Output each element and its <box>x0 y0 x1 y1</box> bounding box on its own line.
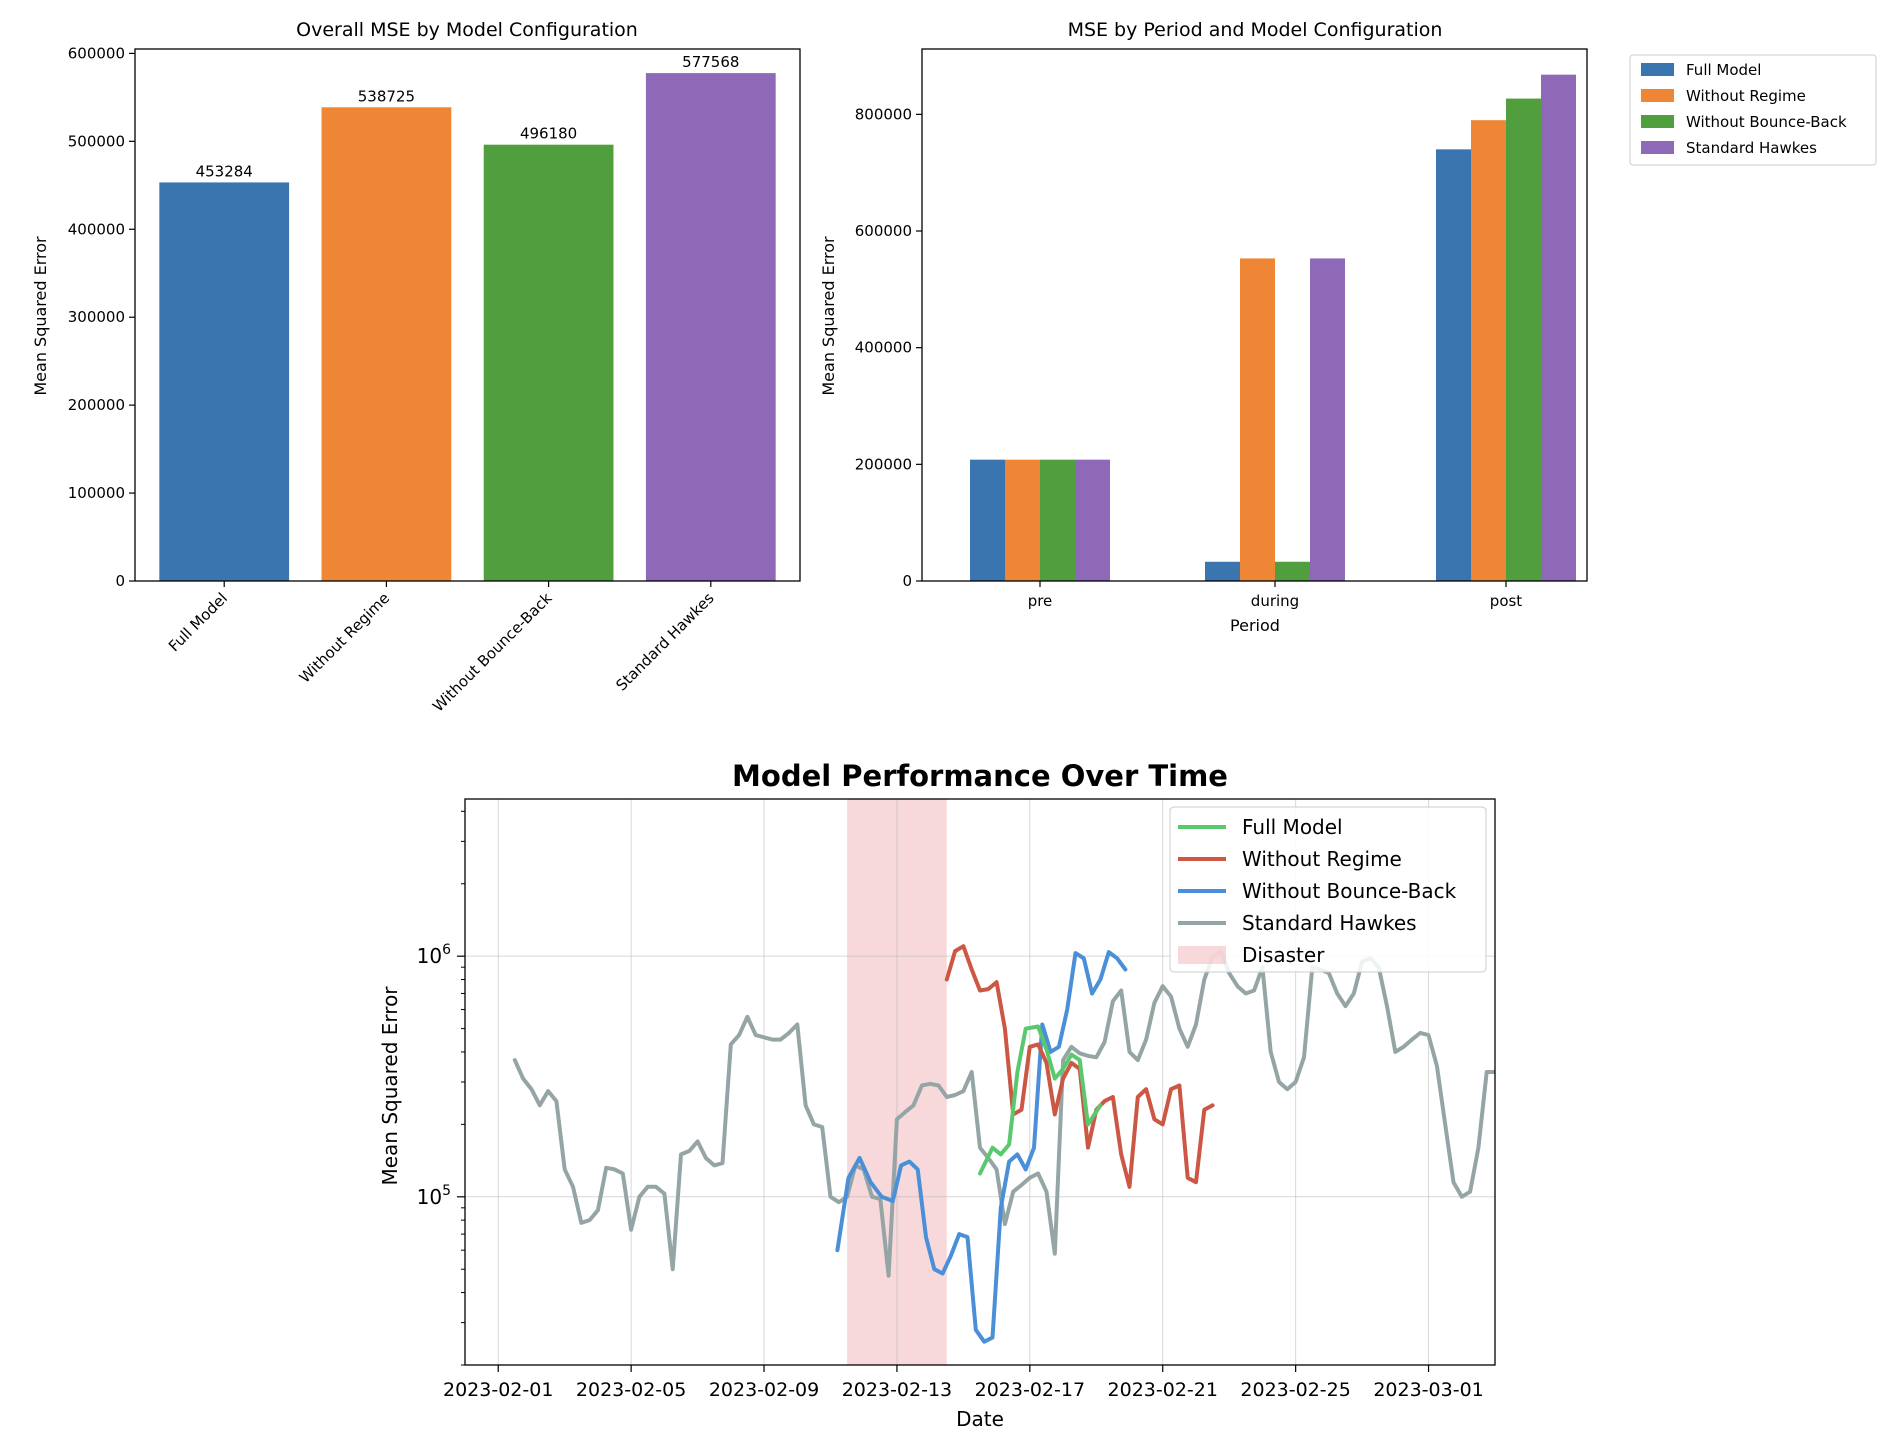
bar-post-without-bounce-back <box>1506 98 1541 581</box>
bar-full-model <box>159 182 290 581</box>
legend-label-full-model: Full Model <box>1242 815 1343 839</box>
bar-value-label: 453284 <box>196 162 253 180</box>
chart1-ytick-label: 300000 <box>68 308 125 326</box>
bar-during-full-model <box>1205 561 1240 581</box>
bar-pre-full-model <box>970 459 1005 581</box>
chart2-ytick-label: 800000 <box>855 105 912 123</box>
bar-post-standard-hawkes <box>1541 74 1576 582</box>
chart1-ylabel: Mean Squared Error <box>31 236 50 396</box>
chart1-xtick-label: Without Regime <box>296 589 394 687</box>
chart1-ytick-label: 500000 <box>68 132 125 150</box>
chart3-xtick-label: 2023-02-01 <box>443 1379 553 1401</box>
chart2-xlabel: Period <box>1230 616 1280 635</box>
chart1-ytick-label: 0 <box>115 572 125 590</box>
bar-value-label: 496180 <box>520 125 577 143</box>
chart2-legend: Full Model Without Regime Without Bounce-B… <box>1629 54 1877 166</box>
chart1-ytick-label: 400000 <box>68 220 125 238</box>
performance-over-time-chart: Model Performance Over Time Mean Squared… <box>378 759 1496 1431</box>
chart1-frame <box>134 48 801 582</box>
chart1-ytick-label: 200000 <box>68 396 125 414</box>
chart3-xlabel: Date <box>956 1407 1004 1431</box>
legend-swatch-disaster <box>1178 946 1226 964</box>
chart1-ytick-label: 600000 <box>68 44 125 62</box>
chart3-xtick-label: 2023-02-21 <box>1108 1379 1218 1401</box>
legend-label-full-model: Full Model <box>1686 61 1761 79</box>
chart3-frame <box>464 798 1496 1366</box>
legend-swatch-without-regime <box>1641 89 1674 102</box>
bar-post-without-regime <box>1471 120 1506 582</box>
bar-during-without-bounce-back <box>1275 561 1310 581</box>
legend-label-without-bounce-back: Without Bounce-Back <box>1686 113 1847 131</box>
bar-during-without-regime <box>1240 258 1275 581</box>
chart2-ytick-label: 400000 <box>855 339 912 357</box>
period-mse-chart: MSE by Period and Model Configuration Me… <box>819 19 1877 635</box>
chart2-ytick-label: 200000 <box>855 455 912 473</box>
chart1-ytick-label: 100000 <box>68 484 125 502</box>
chart2-ytick-label: 600000 <box>855 222 912 240</box>
chart3-ytick-label: 105 <box>417 1183 451 1209</box>
bar-pre-without-regime <box>1005 459 1040 581</box>
legend-label-disaster: Disaster <box>1242 943 1325 967</box>
chart3-xtick-label: 2023-02-13 <box>842 1379 952 1401</box>
overall-mse-chart: Overall MSE by Model Configuration Mean … <box>31 19 801 716</box>
legend-label-without-regime: Without Regime <box>1242 847 1402 871</box>
chart2-frame <box>921 48 1588 582</box>
bar-value-label: 538725 <box>358 87 415 105</box>
chart3-title: Model Performance Over Time <box>732 759 1228 793</box>
bar-without-bounce-back <box>483 144 614 582</box>
legend-label-without-bounce-back: Without Bounce-Back <box>1242 879 1457 903</box>
line-full-model <box>978 1024 1103 1176</box>
legend-swatch-without-bounce-back <box>1641 115 1674 128</box>
bar-pre-standard-hawkes <box>1075 459 1110 581</box>
bar-post-full-model <box>1436 149 1471 582</box>
chart2-xtick-label: pre <box>1028 592 1053 610</box>
chart3-xtick-label: 2023-03-01 <box>1373 1379 1483 1401</box>
chart1-xtick-label: Full Model <box>165 589 231 655</box>
bar-without-regime <box>321 107 452 581</box>
chart1-title: Overall MSE by Model Configuration <box>296 19 638 41</box>
bar-standard-hawkes <box>645 73 776 582</box>
chart3-xtick-label: 2023-02-25 <box>1240 1379 1350 1401</box>
chart2-ytick-label: 0 <box>902 572 912 590</box>
chart3-legend: Full Model Without Regime Without Bounce-B… <box>1169 806 1487 973</box>
chart3-xtick-label: 2023-02-09 <box>709 1379 819 1401</box>
chart2-xtick-label: post <box>1490 592 1523 610</box>
chart2-xtick-label: during <box>1251 592 1299 610</box>
chart3-xtick-label: 2023-02-17 <box>975 1379 1085 1401</box>
legend-label-standard-hawkes: Standard Hawkes <box>1686 139 1817 157</box>
bar-value-label: 577568 <box>682 53 739 71</box>
chart1-xtick-label: Without Bounce-Back <box>429 589 556 716</box>
bar-during-standard-hawkes <box>1310 258 1345 581</box>
chart2-title: MSE by Period and Model Configuration <box>1068 19 1443 41</box>
legend-label-without-regime: Without Regime <box>1686 87 1806 105</box>
chart2-legend-box <box>1629 54 1877 166</box>
chart3-xtick-label: 2023-02-05 <box>576 1379 686 1401</box>
line-standard-hawkes <box>512 949 1495 1278</box>
legend-label-standard-hawkes: Standard Hawkes <box>1242 911 1417 935</box>
chart2-ylabel: Mean Squared Error <box>819 236 838 396</box>
line-without-bounce-back <box>835 950 1128 1344</box>
chart3-ytick-label: 106 <box>417 942 451 968</box>
legend-swatch-standard-hawkes <box>1641 141 1674 154</box>
chart1-xtick-label: Standard Hawkes <box>612 589 717 694</box>
chart3-legend-box <box>1169 806 1487 973</box>
legend-swatch-full-model <box>1641 63 1674 76</box>
bar-pre-without-bounce-back <box>1040 459 1075 581</box>
chart3-ylabel: Mean Squared Error <box>378 986 402 1186</box>
